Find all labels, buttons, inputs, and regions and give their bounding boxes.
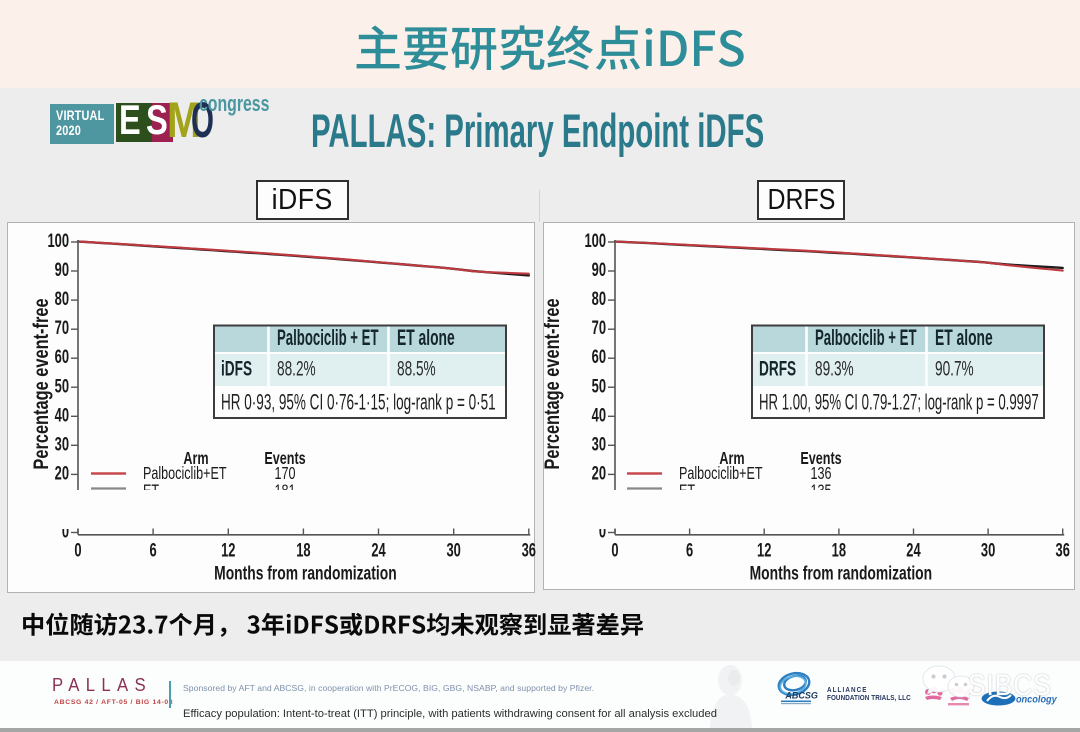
svg-text:HR 0·93, 95% CI 0·76-1·15; log: HR 0·93, 95% CI 0·76-1·15; log-rank p = … (221, 389, 496, 414)
svg-text:oncology: oncology (1016, 694, 1057, 705)
svg-text:ET alone: ET alone (935, 325, 993, 350)
svg-text:0: 0 (62, 521, 69, 542)
svg-text:100: 100 (47, 231, 69, 252)
svg-text:Months from randomization: Months from randomization (750, 562, 933, 584)
svg-text:136: 136 (811, 464, 832, 484)
svg-text:Palbociclib + ET: Palbociclib + ET (815, 326, 917, 350)
svg-text:88.2%: 88.2% (277, 357, 316, 381)
svg-text:100: 100 (584, 231, 606, 252)
svg-text:24: 24 (371, 540, 385, 561)
svg-text:170: 170 (275, 464, 296, 484)
svg-text:Percentage event-free: Percentage event-free (544, 298, 563, 469)
svg-text:Events: Events (264, 449, 305, 469)
svg-text:89.3%: 89.3% (815, 357, 854, 381)
svg-text:60: 60 (592, 347, 606, 368)
svg-text:36: 36 (522, 540, 536, 561)
svg-text:70: 70 (592, 318, 606, 339)
svg-text:0: 0 (74, 540, 81, 561)
svg-text:iDFS: iDFS (221, 357, 252, 381)
svg-text:50: 50 (55, 376, 69, 397)
svg-text:40: 40 (55, 405, 69, 426)
svg-text:80: 80 (592, 289, 606, 310)
svg-text:80: 80 (55, 289, 69, 310)
svg-text:Events: Events (800, 449, 841, 469)
svg-text:Arm: Arm (183, 449, 208, 469)
svg-text:90: 90 (55, 260, 69, 281)
svg-text:36: 36 (1056, 540, 1070, 561)
svg-text:Arm: Arm (719, 449, 744, 469)
svg-text:50: 50 (592, 376, 606, 397)
svg-text:20: 20 (592, 463, 606, 484)
svg-text:18: 18 (832, 540, 846, 561)
svg-text:Percentage event-free: Percentage event-free (29, 298, 52, 469)
svg-text:88.5%: 88.5% (397, 357, 436, 381)
svg-text:90: 90 (592, 260, 606, 281)
svg-text:Palbociclib+ET: Palbociclib+ET (143, 464, 227, 484)
svg-text:90.7%: 90.7% (935, 357, 974, 381)
svg-text:30: 30 (446, 540, 460, 561)
svg-text:6: 6 (150, 540, 157, 561)
svg-text:0: 0 (611, 540, 618, 561)
svg-text:30: 30 (592, 434, 606, 455)
svg-text:40: 40 (592, 405, 606, 426)
svg-text:30: 30 (981, 540, 995, 561)
svg-text:HR 1.00, 95% CI 0.79-1.27; log: HR 1.00, 95% CI 0.79-1.27; log-rank p = … (759, 390, 1039, 414)
svg-text:60: 60 (55, 347, 69, 368)
svg-text:30: 30 (55, 434, 69, 455)
svg-text:DRFS: DRFS (759, 357, 796, 381)
svg-text:20: 20 (55, 463, 69, 484)
svg-text:12: 12 (757, 540, 771, 561)
svg-text:ABCSG: ABCSG (784, 690, 818, 700)
svg-text:12: 12 (221, 540, 235, 561)
svg-text:24: 24 (906, 540, 920, 561)
svg-text:0: 0 (599, 521, 606, 542)
svg-text:Palbociclib + ET: Palbociclib + ET (277, 326, 379, 350)
svg-text:Months from randomization: Months from randomization (214, 562, 397, 584)
svg-text:18: 18 (296, 540, 310, 561)
svg-text:ET alone: ET alone (397, 325, 455, 350)
svg-text:70: 70 (55, 318, 69, 339)
svg-text:6: 6 (686, 540, 693, 561)
svg-text:Palbociclib+ET: Palbociclib+ET (679, 464, 763, 484)
